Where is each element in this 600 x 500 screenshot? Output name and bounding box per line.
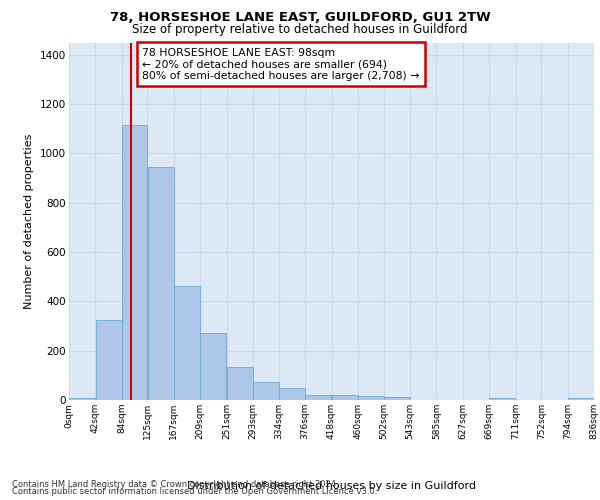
Bar	[122, 125, 148, 400]
Bar	[227, 368, 253, 400]
Bar	[489, 398, 515, 400]
Bar	[358, 396, 384, 400]
Bar	[95, 320, 122, 400]
Text: 78 HORSESHOE LANE EAST: 98sqm
← 20% of detached houses are smaller (694)
80% of : 78 HORSESHOE LANE EAST: 98sqm ← 20% of d…	[143, 48, 420, 81]
Bar	[332, 394, 358, 400]
Bar	[174, 286, 200, 400]
Text: Size of property relative to detached houses in Guildford: Size of property relative to detached ho…	[132, 22, 468, 36]
X-axis label: Distribution of detached houses by size in Guildford: Distribution of detached houses by size …	[187, 481, 476, 491]
Bar	[69, 398, 95, 400]
Bar	[200, 334, 226, 400]
Bar	[253, 382, 278, 400]
Text: Contains public sector information licensed under the Open Government Licence v3: Contains public sector information licen…	[12, 487, 377, 496]
Bar	[279, 388, 305, 400]
Bar	[305, 394, 331, 400]
Text: Contains HM Land Registry data © Crown copyright and database right 2024.: Contains HM Land Registry data © Crown c…	[12, 480, 338, 489]
Y-axis label: Number of detached properties: Number of detached properties	[25, 134, 34, 309]
Bar	[385, 397, 410, 400]
Bar	[148, 167, 174, 400]
Bar	[568, 398, 594, 400]
Text: 78, HORSESHOE LANE EAST, GUILDFORD, GU1 2TW: 78, HORSESHOE LANE EAST, GUILDFORD, GU1 …	[110, 11, 490, 24]
